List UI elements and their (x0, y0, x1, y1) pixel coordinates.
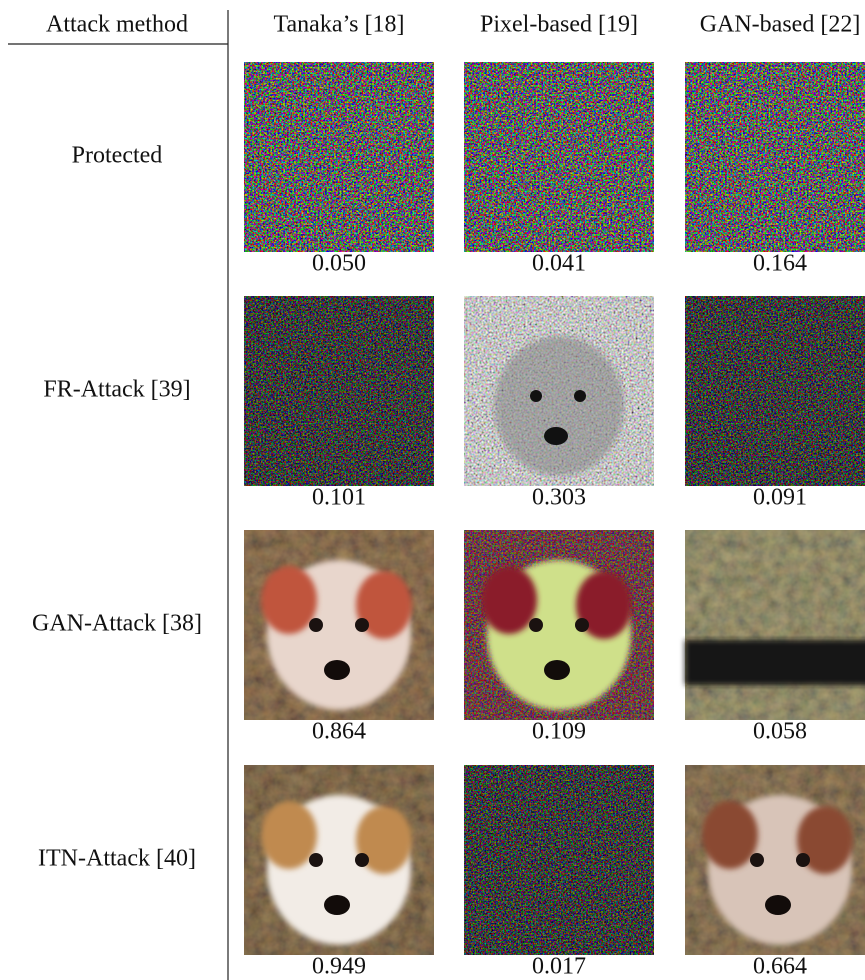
column-header: GAN-based [22] (700, 12, 861, 38)
image-thumbnail (244, 62, 434, 252)
image-thumbnail (685, 530, 865, 720)
image (464, 62, 654, 252)
column-header: Tanaka’s [18] (274, 12, 405, 38)
figure: Attack method Tanaka’s [18] Pixel-based [… (0, 0, 865, 980)
image-thumbnail (685, 765, 865, 955)
image (244, 296, 434, 486)
score: 0.303 (532, 485, 586, 511)
score: 0.664 (753, 954, 807, 980)
image (685, 62, 865, 252)
dog-eye (750, 853, 764, 867)
image (464, 765, 654, 955)
dog-ear (702, 801, 758, 869)
score: 0.949 (312, 954, 366, 980)
dog-face (494, 336, 624, 476)
row-label: ITN-Attack [40] (38, 846, 196, 872)
score: 0.164 (753, 251, 807, 277)
dog-eye (529, 618, 543, 632)
column-header: Pixel-based [19] (480, 12, 638, 38)
row-label: Protected (72, 143, 163, 169)
score: 0.864 (312, 719, 366, 745)
score: 0.041 (532, 251, 586, 277)
dog-nose (324, 660, 350, 680)
image-thumbnail (464, 62, 654, 252)
dog-ear (481, 566, 537, 634)
image-thumbnail (464, 530, 654, 720)
dog-eye (796, 853, 810, 867)
dog-eye (574, 390, 586, 402)
image-thumbnail (464, 765, 654, 955)
row-label: GAN-Attack [38] (32, 611, 202, 637)
dog-eye (309, 618, 323, 632)
dog-ear (261, 566, 317, 634)
image-thumbnail (244, 765, 434, 955)
image (685, 296, 865, 486)
image-thumbnail (244, 530, 434, 720)
dog-eye (530, 390, 542, 402)
image-thumbnail (244, 296, 434, 486)
row-label-header: Attack method (46, 12, 188, 38)
dog-ear (261, 801, 317, 869)
dog-eye (355, 618, 369, 632)
image-thumbnail (685, 62, 865, 252)
score: 0.091 (753, 485, 807, 511)
image (244, 62, 434, 252)
image-texture (685, 530, 865, 720)
score: 0.017 (532, 954, 586, 980)
image-shadow (685, 640, 865, 685)
dog-nose (324, 895, 350, 915)
image-thumbnail (464, 296, 654, 486)
score: 0.101 (312, 485, 366, 511)
dog-eye (309, 853, 323, 867)
score: 0.050 (312, 251, 366, 277)
dog-eye (575, 618, 589, 632)
dog-nose (544, 660, 570, 680)
row-label: FR-Attack [39] (43, 377, 190, 403)
image-thumbnail (685, 296, 865, 486)
score: 0.058 (753, 719, 807, 745)
score: 0.109 (532, 719, 586, 745)
dog-nose (765, 895, 791, 915)
dog-eye (355, 853, 369, 867)
dog-nose (544, 427, 568, 445)
